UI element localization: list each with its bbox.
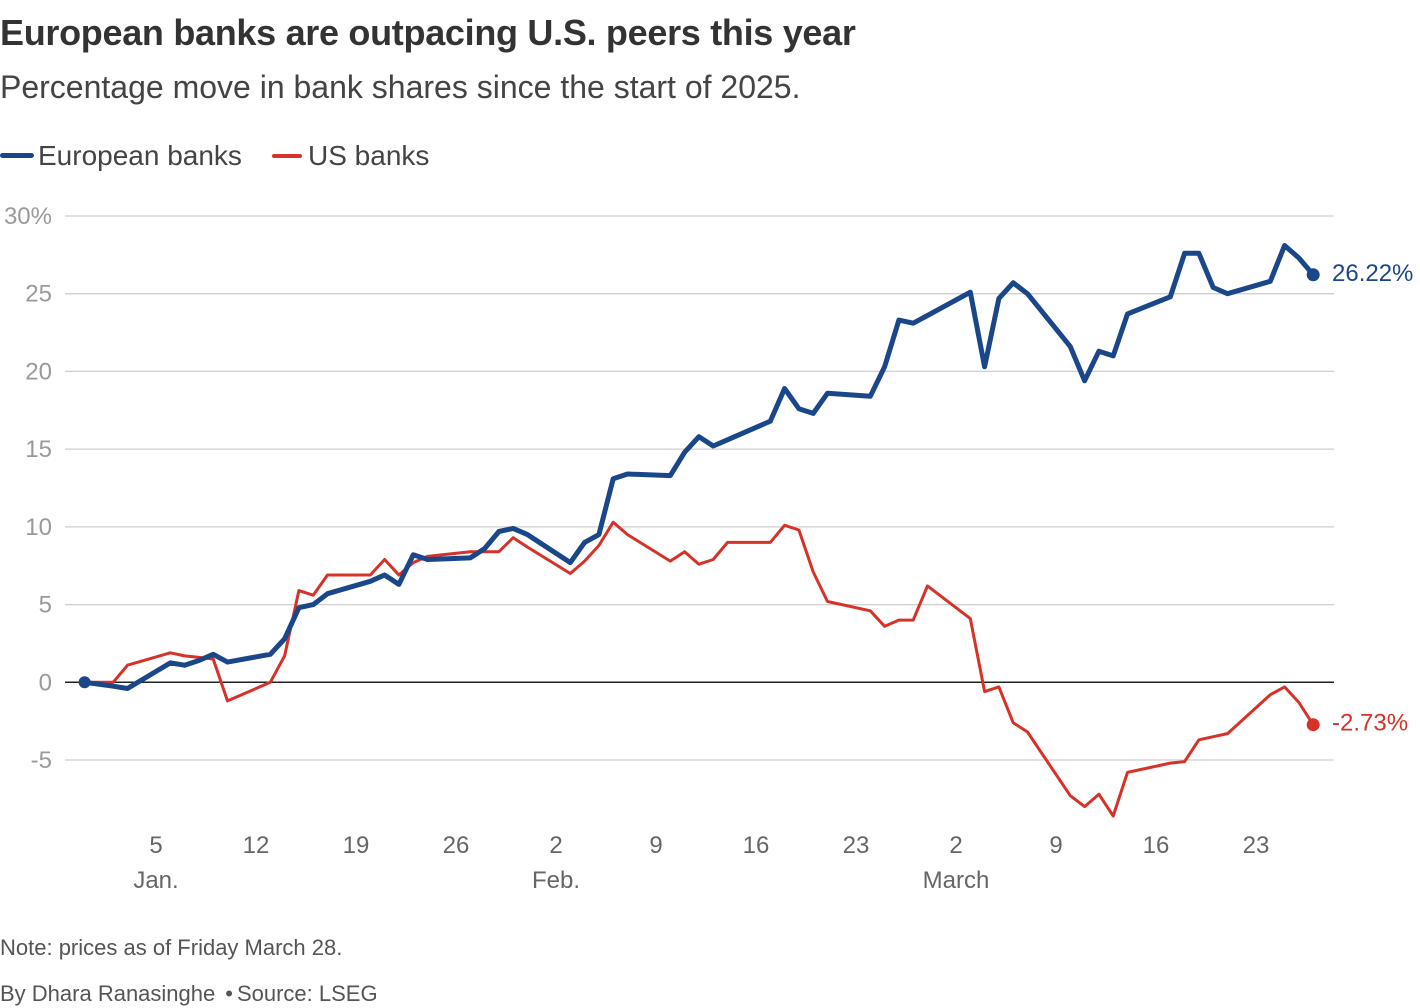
legend-swatch-european-banks [0, 153, 34, 158]
chart-subtitle: Percentage move in bank shares since the… [0, 69, 801, 105]
month-label: March [923, 867, 990, 894]
chart-title: European banks are outpacing U.S. peers … [0, 12, 856, 53]
x-tick-label: 9 [649, 832, 662, 859]
gridlines [65, 215, 1334, 761]
end-point-european-banks [1306, 268, 1320, 282]
x-tick-label: 9 [1049, 832, 1062, 859]
series-lines [82, 243, 1316, 818]
series-line-european-banks [82, 243, 1316, 691]
series-line-us-banks [83, 520, 1315, 818]
x-tick-label: 5 [149, 832, 162, 859]
y-axis-labels: 30% 25 20 15 10 5 0 -5 [4, 203, 52, 774]
x-axis-labels: 5 12 19 26 2 9 16 23 2 9 16 23 Jan. Feb. March [133, 832, 1269, 894]
x-tick-label: 23 [843, 832, 870, 859]
y-tick-label: 25 [25, 281, 52, 308]
byline: By Dhara Ranasinghe [0, 981, 216, 1006]
credit-line: By Dhara Ranasinghe • Source: LSEG [0, 981, 378, 1007]
footnote: Note: prices as of Friday March 28. [0, 935, 343, 960]
source: Source: LSEG [236, 981, 378, 1006]
y-tick-label: 5 [39, 592, 52, 619]
x-tick-label: 12 [243, 832, 270, 859]
y-tick-label: 0 [39, 669, 52, 696]
x-tick-label: 16 [743, 832, 770, 859]
month-label: Feb. [532, 867, 580, 894]
end-label-us-banks: -2.73% [1332, 710, 1408, 737]
series-markers: -2.73% 26.22% [78, 260, 1413, 737]
legend-swatch-us-banks [272, 154, 302, 158]
x-tick-label: 23 [1243, 832, 1270, 859]
end-point-us-banks [1306, 718, 1320, 732]
x-tick-label: 26 [443, 832, 470, 859]
legend-label-european-banks: European banks [38, 140, 242, 171]
month-label: Jan. [133, 867, 178, 894]
start-point-european-banks [78, 676, 91, 689]
y-tick-label: 10 [25, 514, 52, 541]
y-tick-label: 15 [25, 436, 52, 463]
legend-label-us-banks: US banks [308, 140, 430, 171]
x-tick-label: 16 [1143, 832, 1170, 859]
x-tick-label: 2 [549, 832, 562, 859]
x-tick-label: 19 [343, 832, 370, 859]
y-tick-label: 30% [4, 203, 52, 230]
separator-bullet: • [225, 981, 233, 1006]
x-tick-label: 2 [949, 832, 962, 859]
y-tick-label: 20 [25, 358, 52, 385]
y-tick-label: -5 [31, 747, 52, 774]
end-label-european-banks: 26.22% [1332, 260, 1413, 287]
